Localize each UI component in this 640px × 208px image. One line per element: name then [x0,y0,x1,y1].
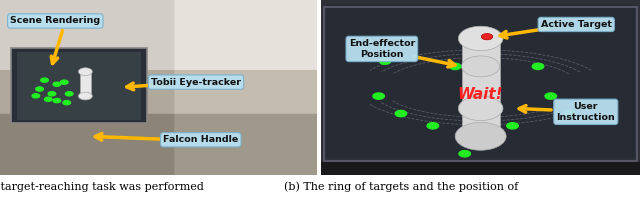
Text: End-effector
Position: End-effector Position [349,39,415,59]
Text: User
Instruction: User Instruction [556,102,615,122]
Circle shape [53,99,61,103]
FancyBboxPatch shape [11,48,147,123]
Circle shape [32,94,40,98]
Circle shape [396,110,406,117]
Bar [461,35,500,131]
Text: Tobii Eye-tracker: Tobii Eye-tracker [151,78,241,87]
Circle shape [41,78,48,82]
Text: Active Target: Active Target [541,20,612,29]
Text: Wait!: Wait! [458,87,504,102]
Text: Scene Rendering: Scene Rendering [10,16,100,25]
Circle shape [545,93,557,99]
Circle shape [458,96,503,121]
Circle shape [455,122,506,150]
Circle shape [481,33,493,40]
Circle shape [380,58,391,64]
Circle shape [53,82,61,86]
Text: (b) The ring of targets and the position of: (b) The ring of targets and the position… [284,182,518,192]
FancyBboxPatch shape [17,52,141,120]
Circle shape [458,26,503,51]
Circle shape [63,100,70,105]
Text: Falcon Handle: Falcon Handle [163,135,238,144]
Circle shape [60,80,68,84]
Circle shape [507,123,518,129]
Circle shape [449,63,461,69]
Circle shape [36,87,44,91]
Circle shape [427,123,438,129]
Circle shape [79,92,92,100]
Circle shape [564,110,575,117]
Circle shape [373,93,385,99]
Circle shape [461,56,500,77]
Circle shape [65,92,73,96]
Circle shape [459,151,470,157]
Text: (a) The target-reaching task was performed: (a) The target-reaching task was perform… [0,182,204,192]
Circle shape [79,68,92,76]
Circle shape [44,97,52,101]
Bar [79,73,91,94]
Circle shape [532,63,544,69]
Circle shape [48,92,56,96]
